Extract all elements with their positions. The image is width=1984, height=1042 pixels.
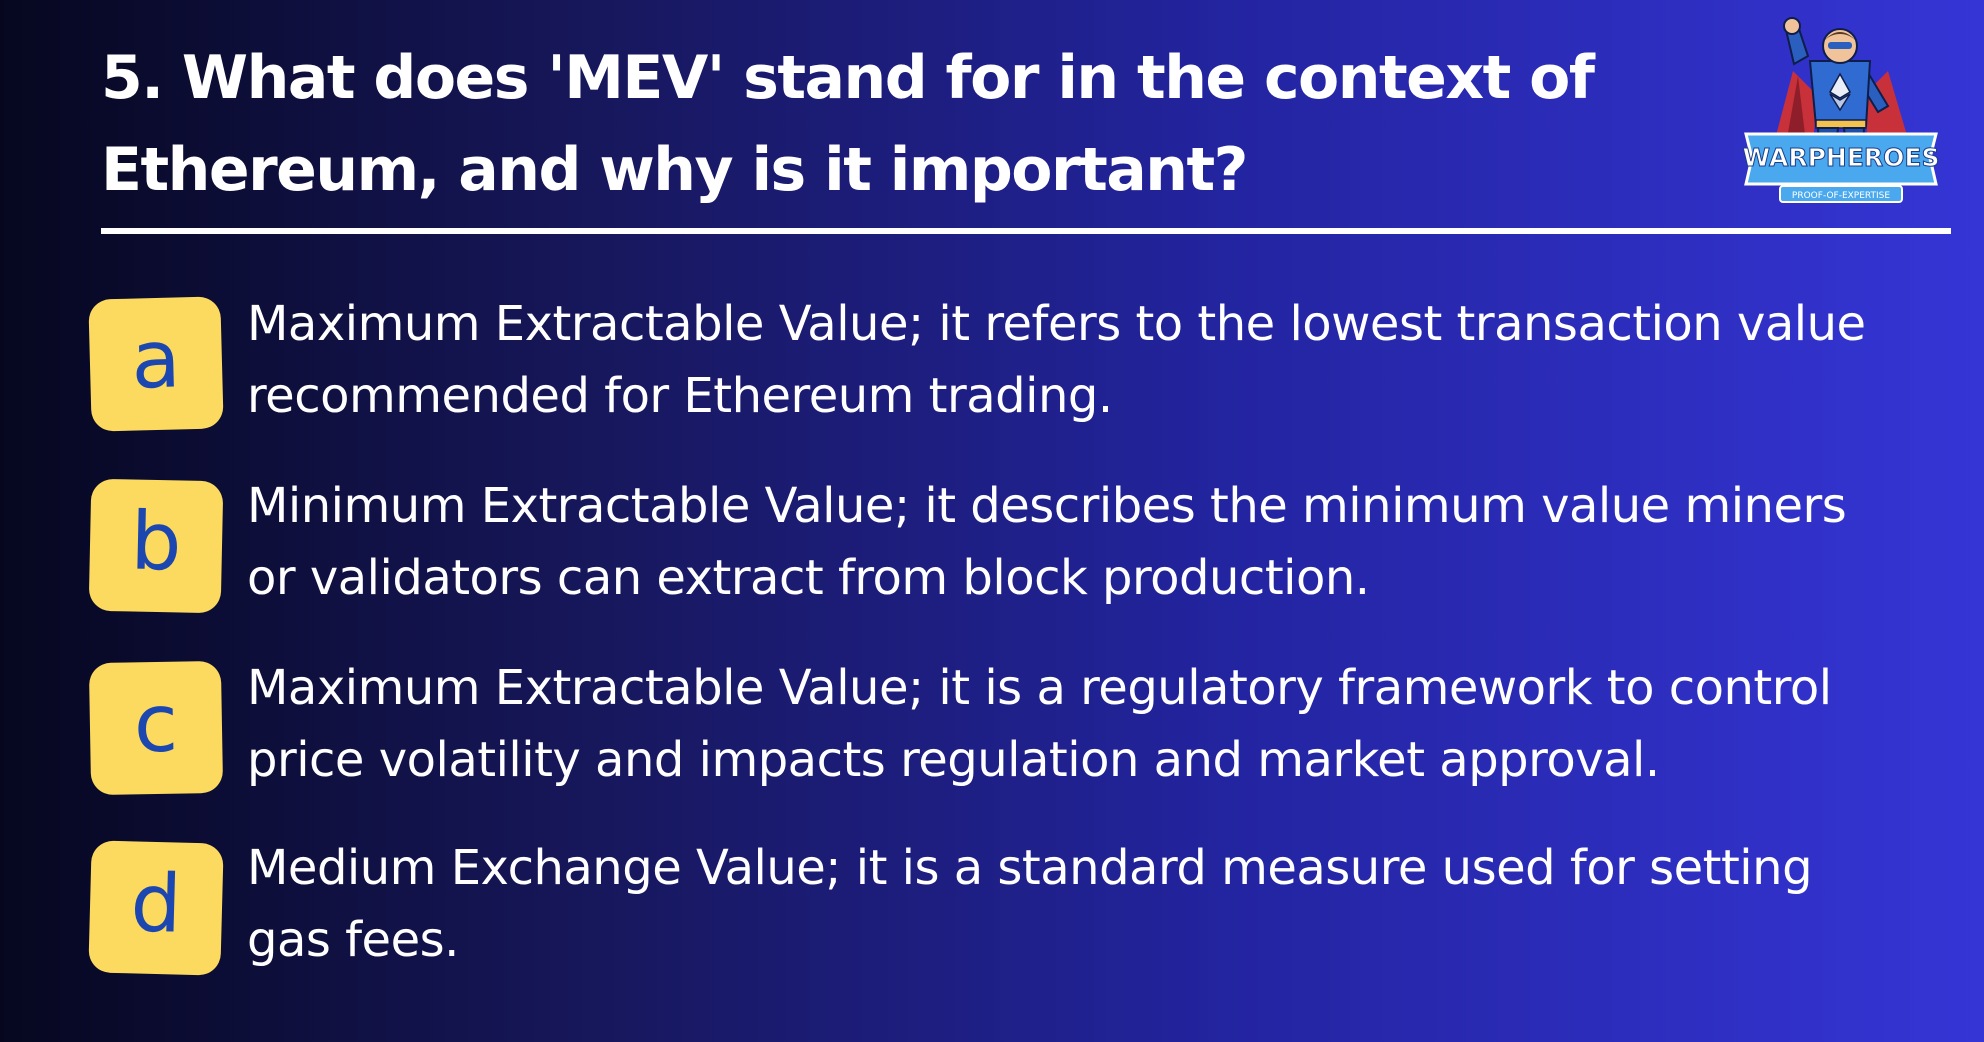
option-b[interactable]: b Minimum Extractable Value; it describe… bbox=[88, 478, 1950, 625]
option-a-badge[interactable]: a bbox=[88, 296, 224, 432]
option-d[interactable]: d Medium Exchange Value; it is a standar… bbox=[88, 840, 1950, 987]
warpheroes-logo: WARPHEROES PROOF-OF-EXPERTISE bbox=[1738, 16, 1944, 216]
option-a-text: Maximum Extractable Value; it refers to … bbox=[247, 296, 1866, 424]
question-title: 5. What does 'MEV' stand for in the cont… bbox=[101, 43, 1595, 205]
option-d-text: Medium Exchange Value; it is a standard … bbox=[247, 840, 1813, 968]
logo-tagline: PROOF-OF-EXPERTISE bbox=[1792, 191, 1890, 201]
option-c-badge[interactable]: c bbox=[88, 660, 224, 796]
option-b-badge[interactable]: b bbox=[88, 478, 224, 614]
option-c-text: Maximum Extractable Value; it is a regul… bbox=[247, 660, 1832, 788]
option-b-text: Minimum Extractable Value; it describes … bbox=[247, 478, 1847, 606]
title-divider bbox=[101, 228, 1951, 234]
logo-name: WARPHEROES bbox=[1743, 143, 1940, 172]
option-c[interactable]: c Maximum Extractable Value; it is a reg… bbox=[88, 660, 1950, 807]
option-d-badge[interactable]: d bbox=[88, 840, 224, 976]
option-a[interactable]: a Maximum Extractable Value; it refers t… bbox=[88, 296, 1950, 443]
